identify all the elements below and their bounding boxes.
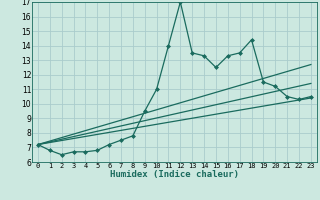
X-axis label: Humidex (Indice chaleur): Humidex (Indice chaleur) <box>110 170 239 179</box>
